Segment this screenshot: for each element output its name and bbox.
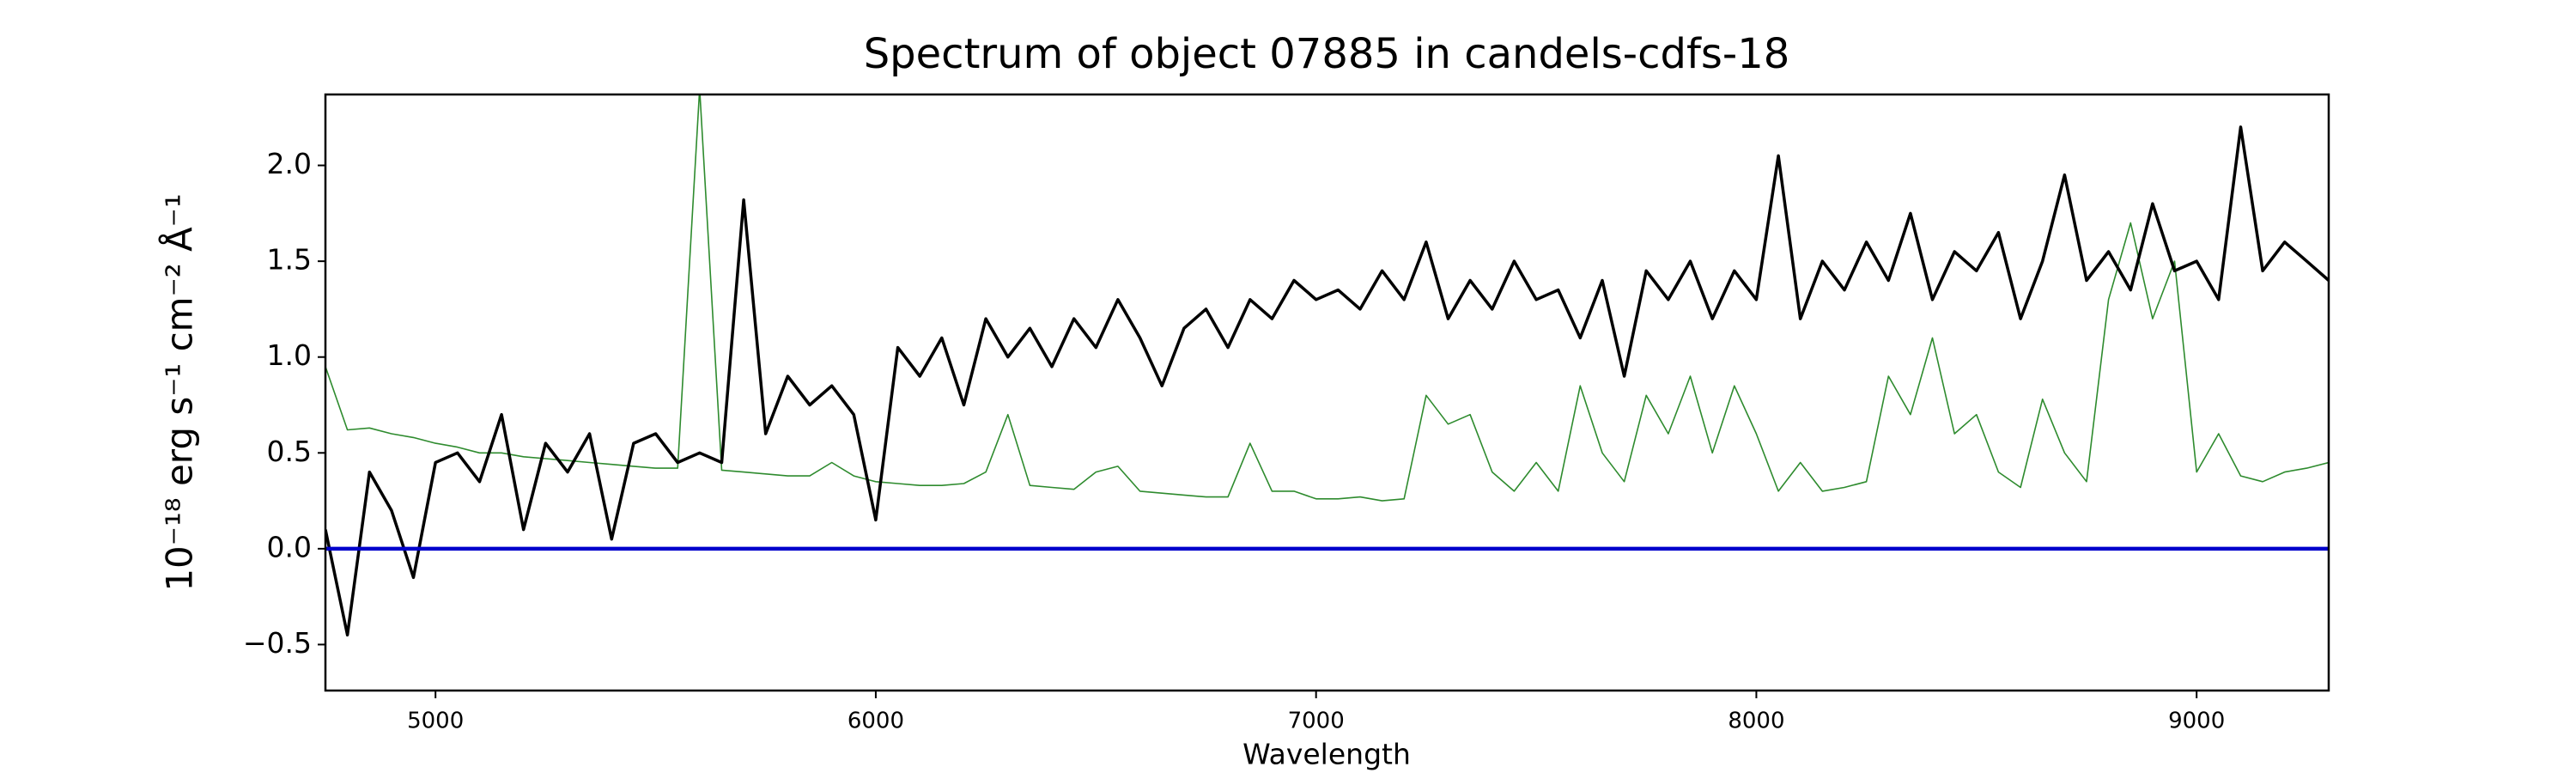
chart-title: Spectrum of object 07885 in candels-cdfs… [864,30,1790,78]
y-tick-label: 0.5 [267,435,312,468]
spectrum-line [325,94,2329,502]
y-tick-label: 1.5 [267,243,312,277]
x-tick-label: 7000 [1288,709,1345,734]
y-axis-label: 10⁻¹⁸ erg s⁻¹ cm⁻² Å⁻¹ [158,193,201,591]
x-axis-label: Wavelength [1242,738,1411,771]
y-tick-label: 1.0 [267,338,312,372]
x-tick-label: 5000 [407,709,464,734]
y-tick-label: 2.0 [267,147,312,180]
y-tick-label: −0.5 [243,626,312,660]
x-tick-label: 6000 [848,709,904,734]
spectrum-line [325,125,2329,637]
plot-frame [324,93,2330,692]
x-tick-label: 9000 [2168,709,2225,734]
x-tick-label: 8000 [1728,709,1784,734]
plot-area [325,94,2329,637]
y-tick-label: 0.0 [267,530,312,563]
